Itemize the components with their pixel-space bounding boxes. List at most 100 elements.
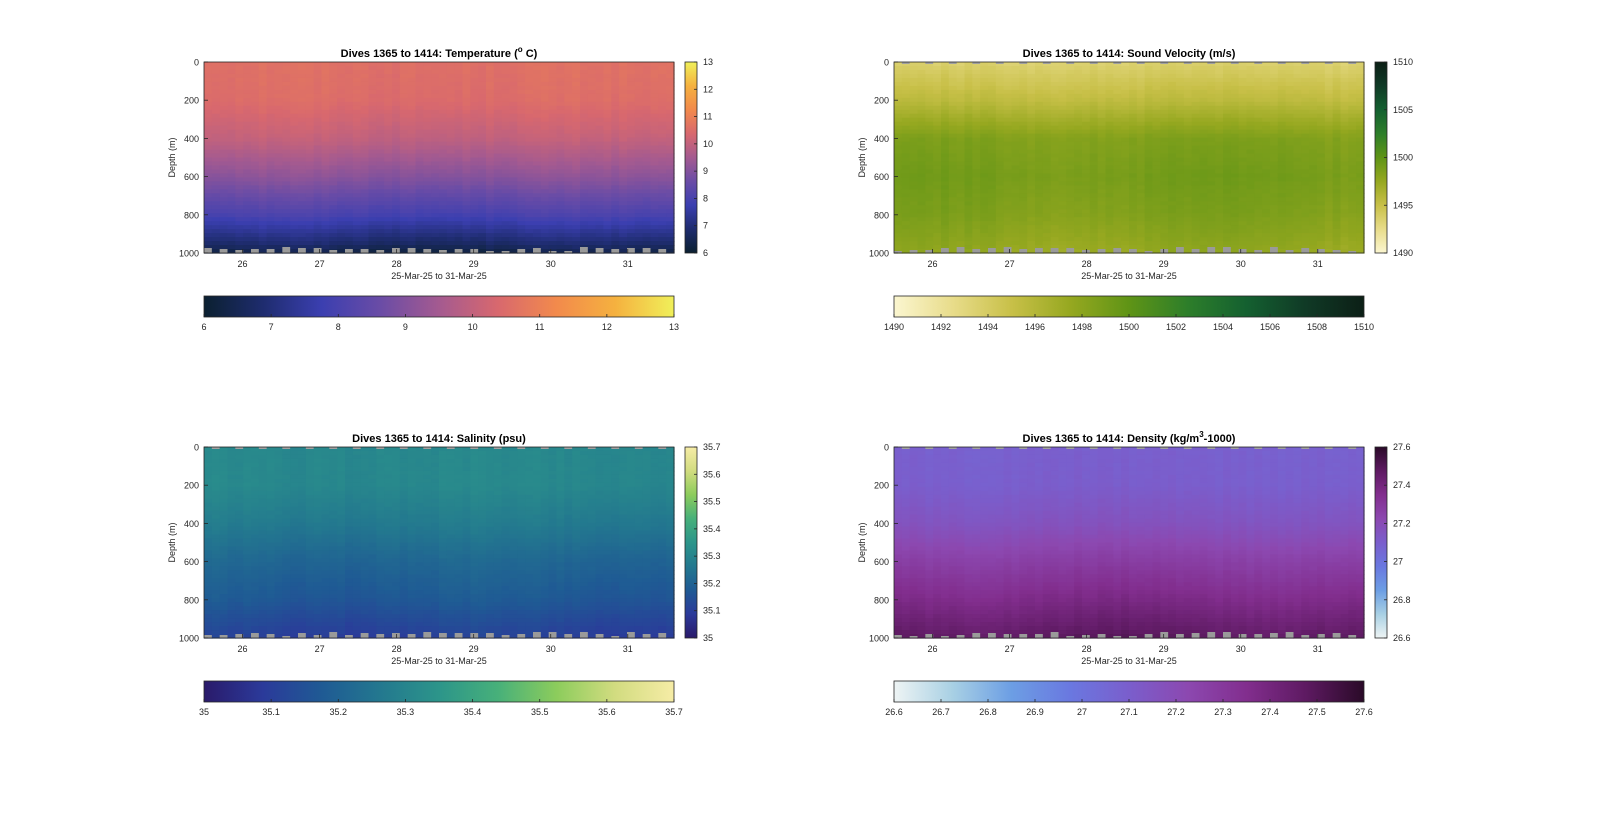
heatmap-cell [603,193,612,198]
heatmap-cell [933,109,942,115]
heatmap-cell [533,221,542,226]
heatmap-cell [204,189,213,194]
heatmap-cell [1160,241,1169,246]
heatmap-cell [360,133,370,139]
heatmap-cell [360,73,370,79]
heatmap-cell [1113,81,1122,87]
heatmap-cell [415,181,424,186]
heatmap-cell [972,85,981,91]
heatmap-cell [1160,65,1169,71]
heatmap-cell [258,169,268,175]
heatmap-cell [478,213,487,218]
heatmap-cell [1027,233,1036,238]
missing-data-cell [282,247,291,253]
heatmap-cell [1121,185,1130,190]
heatmap-cell [509,165,518,171]
heatmap-cell [1089,189,1099,194]
heatmap-cell [1168,205,1177,210]
heatmap-cell [525,161,534,167]
heatmap-cell [964,189,973,194]
heatmap-cell [1058,153,1067,159]
heatmap-cell [941,229,950,234]
heatmap-cell [1089,77,1099,83]
heatmap-cell [454,89,464,95]
heatmap-cell [392,89,401,95]
heatmap-cell [525,177,534,182]
heatmap-cell [243,221,252,226]
heatmap-cell [1215,177,1224,182]
heatmap-cell [909,141,919,147]
heatmap-cell [227,77,236,83]
heatmap-cell [384,77,393,83]
heatmap-cell [956,197,966,202]
heatmap-cell [894,157,903,163]
heatmap-cell [1089,62,1099,67]
heatmap-cell [603,109,612,115]
heatmap-cell [1011,105,1020,111]
heatmap-cell [462,85,471,91]
heatmap-cell [235,217,244,222]
heatmap-cell [399,197,409,202]
heatmap-cell [548,117,558,123]
heatmap-cell [1199,185,1208,190]
heatmap-cell [650,149,659,155]
heatmap-cell [1121,209,1130,214]
heatmap-cell [1082,89,1091,95]
heatmap-cell [1191,105,1201,111]
heatmap-cell [587,117,597,123]
heatmap-cell [290,89,299,95]
heatmap-cell [1011,89,1020,95]
heatmap-cell [909,213,919,218]
heatmap-cell [266,161,276,167]
heatmap-cell [995,117,1005,123]
heatmap-cell [933,153,942,159]
heatmap-cell [587,125,597,131]
heatmap-cell [415,241,424,246]
heatmap-cell [548,197,558,202]
heatmap-cell [980,89,989,95]
heatmap-cell [1097,237,1107,242]
heatmap-cell [258,209,268,214]
heatmap-cell [407,153,417,159]
heatmap-cell [1082,141,1091,147]
heatmap-cell [1160,97,1169,103]
heatmap-cell [329,69,338,75]
heatmap-cell [1191,125,1201,131]
heatmap-cell [407,165,417,171]
missing-data-cell [501,251,510,253]
heatmap-cell [509,233,518,238]
heatmap-cell [658,185,667,190]
heatmap-cell [345,173,354,178]
heatmap-cell [901,221,911,226]
heatmap-cell [1035,77,1044,83]
heatmap-cell [980,137,989,143]
heatmap-cell [658,193,667,198]
heatmap-cell [658,121,667,127]
heatmap-cell [235,117,244,123]
heatmap-cell [1074,205,1083,210]
heatmap-cell [1082,217,1091,222]
heatmap-cell [1058,193,1067,198]
heatmap-cell [1050,117,1060,123]
heatmap-cell [337,193,346,198]
heatmap-cell [439,237,448,242]
heatmap-cell [525,129,534,135]
heatmap-cell [603,237,612,242]
heatmap-cell [1160,157,1169,163]
heatmap-cell [972,141,981,147]
missing-data-cell [251,249,259,253]
heatmap-cell [611,157,620,163]
heatmap-cell [917,77,926,83]
heatmap-cell [658,77,667,83]
heatmap-cell [658,149,667,155]
heatmap-cell [243,69,252,75]
heatmap-cell [1050,233,1060,238]
heatmap-cell [917,177,926,182]
heatmap-cell [956,201,966,206]
heatmap-cell [501,125,511,131]
heatmap-cell [243,237,252,242]
heatmap-cell [642,121,652,127]
heatmap-cell [1035,113,1044,119]
heatmap-cell [627,201,636,206]
heatmap-cell [1191,225,1201,230]
